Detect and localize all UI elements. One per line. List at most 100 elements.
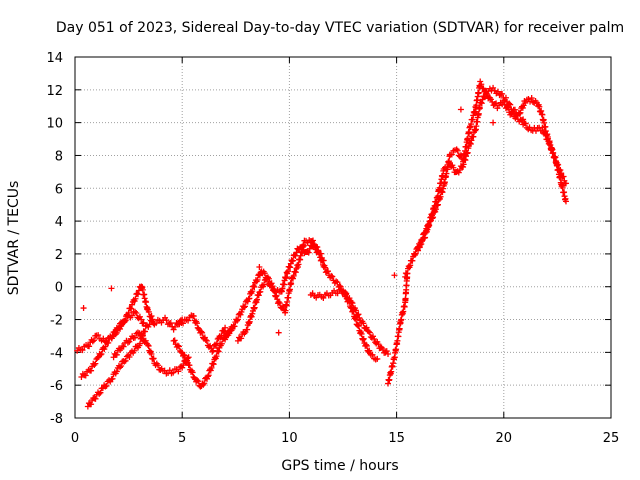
data-point (88, 401, 95, 408)
data-point (94, 354, 101, 361)
data-point (133, 309, 140, 316)
data-point (138, 316, 145, 323)
data-point (478, 100, 485, 107)
data-point (355, 311, 362, 318)
data-point (385, 351, 392, 358)
data-point (511, 106, 518, 113)
data-point (549, 146, 556, 153)
y-tick-label: 10 (46, 117, 63, 132)
data-point (138, 331, 145, 338)
data-point (209, 348, 216, 355)
data-point (218, 340, 225, 347)
y-tick-label: 2 (55, 248, 63, 263)
data-point (186, 362, 193, 369)
data-point (129, 301, 136, 308)
data-point (522, 120, 529, 127)
data-point (208, 364, 215, 371)
data-point (289, 257, 296, 264)
data-point (128, 305, 135, 312)
data-point (140, 319, 147, 326)
data-point (509, 109, 516, 116)
data-point (185, 317, 192, 324)
data-point (363, 341, 370, 348)
data-point (109, 375, 116, 382)
data-point (450, 164, 457, 171)
y-tick-label: 4 (55, 215, 63, 230)
data-point (542, 131, 549, 138)
data-point (244, 298, 251, 305)
data-point (213, 353, 220, 360)
data-point (82, 372, 89, 379)
data-point (363, 324, 370, 331)
data-point (562, 180, 569, 187)
data-point (90, 337, 97, 344)
data-point (131, 347, 138, 354)
data-point (155, 362, 162, 369)
data-point (142, 328, 149, 335)
data-point (499, 90, 506, 97)
data-point (194, 377, 201, 384)
data-point (292, 269, 299, 276)
data-point (500, 97, 507, 104)
data-point (480, 85, 487, 92)
data-point (166, 367, 173, 374)
data-point (175, 343, 182, 350)
data-point (132, 308, 139, 315)
chart-title: Day 051 of 2023, Sidereal Day-to-day VTE… (56, 20, 624, 36)
data-point (132, 334, 139, 341)
data-point (215, 348, 222, 355)
y-tick-label: 0 (55, 281, 63, 296)
x-tick-label: 25 (603, 431, 620, 446)
data-point (132, 295, 139, 302)
y-axis-label: SDTVAR / TECUs (6, 181, 22, 296)
data-point (108, 285, 115, 292)
data-point (412, 250, 419, 257)
data-point (507, 101, 514, 108)
data-point (477, 78, 484, 85)
data-point (122, 357, 129, 364)
y-tick-label: -2 (50, 314, 63, 329)
x-tick-label: 0 (71, 431, 79, 446)
data-point (483, 88, 490, 95)
data-point (148, 350, 155, 357)
data-point (237, 311, 244, 318)
y-tick-label: 12 (46, 84, 63, 99)
data-point (103, 382, 110, 389)
data-point (466, 129, 473, 136)
data-point (271, 288, 278, 295)
data-point (506, 100, 513, 107)
data-point (113, 368, 120, 375)
data-point (366, 347, 373, 354)
x-tick-label: 10 (281, 431, 298, 446)
data-point (502, 94, 509, 101)
data-point (520, 116, 527, 123)
data-point (407, 262, 414, 269)
data-points (74, 78, 569, 410)
data-point (105, 339, 112, 346)
data-point (202, 337, 209, 344)
data-point (250, 283, 257, 290)
data-point (314, 244, 321, 251)
data-point (275, 298, 282, 305)
data-point (174, 342, 181, 349)
data-point (363, 342, 370, 349)
data-point (320, 294, 327, 301)
data-point (275, 329, 282, 336)
data-point (98, 350, 105, 357)
data-point (102, 383, 109, 390)
data-point (249, 288, 256, 295)
data-point (286, 263, 293, 270)
data-point (391, 272, 398, 279)
x-axis-label: GPS time / hours (281, 458, 398, 474)
data-point (234, 316, 241, 323)
data-point (334, 290, 341, 297)
data-point (210, 361, 217, 368)
data-point (149, 318, 156, 325)
data-point (97, 389, 104, 396)
data-point (562, 198, 569, 205)
data-point (117, 364, 124, 371)
data-point (334, 279, 341, 286)
data-point (267, 280, 274, 287)
data-point (273, 292, 280, 299)
